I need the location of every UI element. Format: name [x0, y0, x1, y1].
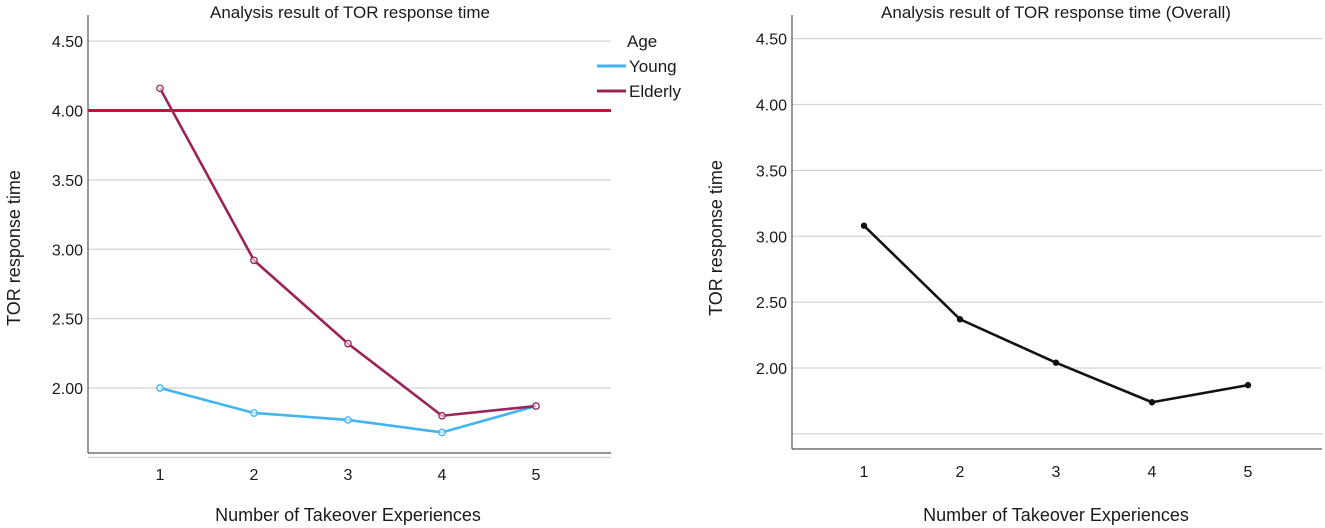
data-point-young-1	[156, 384, 164, 392]
series-elderly	[156, 84, 540, 420]
y-tick-3-00: 3.00	[52, 242, 83, 259]
x-tick-labels: 1 2 3 4 5	[156, 467, 541, 484]
data-point-elderly-5	[532, 402, 540, 410]
y-tick-2-00: 2.00	[756, 361, 787, 378]
y-tick-4-00: 4.00	[756, 98, 787, 115]
y-tick-2-50: 2.50	[756, 295, 787, 312]
y-tick-4-50: 4.50	[52, 34, 83, 51]
y-axis-label: TOR response time	[706, 160, 726, 316]
y-tick-2-00: 2.00	[52, 381, 83, 398]
axes	[87, 15, 611, 454]
data-point-young-2	[250, 409, 258, 417]
x-tick-4: 4	[438, 467, 447, 484]
series-line-young	[159, 386, 537, 434]
series-layer	[860, 222, 1252, 406]
chart-title: Analysis result of TOR response time	[210, 3, 490, 22]
series-young	[156, 384, 540, 437]
y-tick-labels: 2.00 2.50 3.00 3.50 4.00 4.50	[52, 34, 83, 398]
y-tick-2-50: 2.50	[52, 312, 83, 329]
chart-overall: Analysis result of TOR response time (Ov…	[706, 3, 1322, 525]
data-point-elderly-2	[250, 256, 258, 265]
y-tick-3-50: 3.50	[756, 163, 787, 180]
x-tick-labels: 1 2 3 4 5	[860, 464, 1253, 481]
x-tick-4: 4	[1148, 464, 1157, 481]
series-line-elderly	[158, 87, 537, 418]
legend: Age Young Elderly	[597, 32, 681, 101]
y-tick-4-50: 4.50	[756, 32, 787, 49]
y-tick-3-50: 3.50	[52, 173, 83, 190]
series-line-overall	[863, 224, 1249, 404]
data-point-overall-5	[1244, 381, 1252, 389]
x-tick-1: 1	[860, 464, 869, 481]
x-tick-5: 5	[532, 467, 541, 484]
y-tick-4-00: 4.00	[52, 104, 83, 121]
y-tick-labels: 2.00 2.50 3.00 3.50 4.00 4.50	[756, 32, 787, 378]
x-tick-2: 2	[250, 467, 259, 484]
grid-lines	[88, 40, 611, 458]
series-layer	[156, 84, 540, 437]
x-tick-3: 3	[344, 467, 353, 484]
x-axis-label: Number of Takeover Experiences	[923, 505, 1189, 525]
data-point-elderly-3	[344, 339, 352, 348]
y-tick-3-00: 3.00	[756, 229, 787, 246]
data-point-overall-3	[1052, 359, 1060, 366]
series-overall	[860, 222, 1252, 406]
chart-title: Analysis result of TOR response time (Ov…	[881, 3, 1231, 22]
legend-title: Age	[627, 32, 657, 51]
data-point-overall-1	[860, 222, 868, 229]
legend-label-young: Young	[629, 57, 677, 76]
legend-label-elderly: Elderly	[629, 82, 681, 101]
y-axis-label: TOR response time	[4, 170, 24, 326]
data-point-young-3	[344, 416, 352, 424]
data-point-overall-2	[956, 316, 964, 323]
x-tick-1: 1	[156, 467, 165, 484]
data-point-young-4	[438, 428, 446, 437]
x-tick-3: 3	[1052, 464, 1061, 481]
data-point-overall-4	[1148, 399, 1156, 406]
legend-item-elderly: Elderly	[597, 82, 681, 101]
x-tick-2: 2	[956, 464, 965, 481]
data-point-elderly-4	[438, 411, 446, 420]
x-axis-label: Number of Takeover Experiences	[215, 505, 481, 525]
axes	[791, 15, 1322, 450]
x-tick-5: 5	[1244, 464, 1253, 481]
chart-age-groups: Analysis result of TOR response time 2.0…	[4, 3, 681, 525]
grid-lines	[792, 38, 1322, 435]
legend-item-young: Young	[597, 57, 677, 76]
data-point-elderly-1	[156, 84, 164, 93]
